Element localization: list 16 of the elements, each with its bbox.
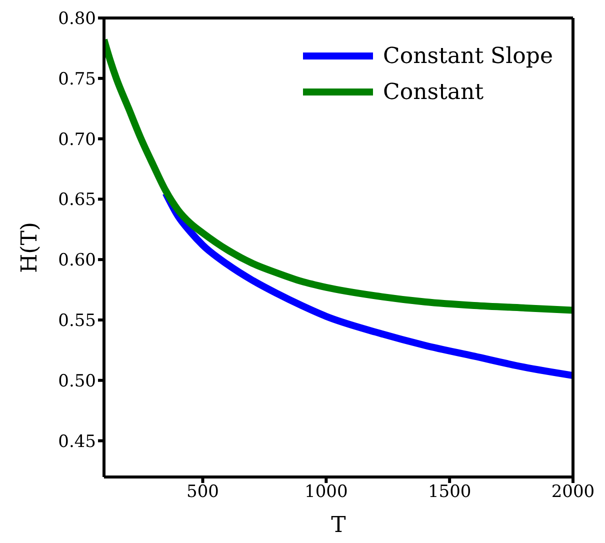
y-tick-label: 0.55 bbox=[58, 311, 96, 332]
x-tick-label: 1000 bbox=[304, 482, 348, 502]
y-tick-label: 0.80 bbox=[58, 9, 96, 30]
y-tick-label: 0.50 bbox=[58, 371, 96, 392]
legend-label: Constant bbox=[383, 80, 484, 104]
y-tick-label: 0.75 bbox=[58, 69, 96, 90]
legend-label: Constant Slope bbox=[383, 44, 553, 68]
y-tick-label: 0.45 bbox=[58, 432, 96, 452]
y-tick-label: 0.65 bbox=[58, 190, 96, 210]
y-tick-label: 0.60 bbox=[58, 250, 96, 271]
x-tick-label: 1500 bbox=[428, 482, 472, 502]
y-tick-label: 0.70 bbox=[58, 130, 96, 150]
x-tick-label: 500 bbox=[186, 482, 219, 502]
y-axis-title: H(T) bbox=[18, 222, 42, 274]
x-tick-label: 2000 bbox=[551, 482, 595, 502]
x-axis-title: T bbox=[331, 513, 346, 538]
